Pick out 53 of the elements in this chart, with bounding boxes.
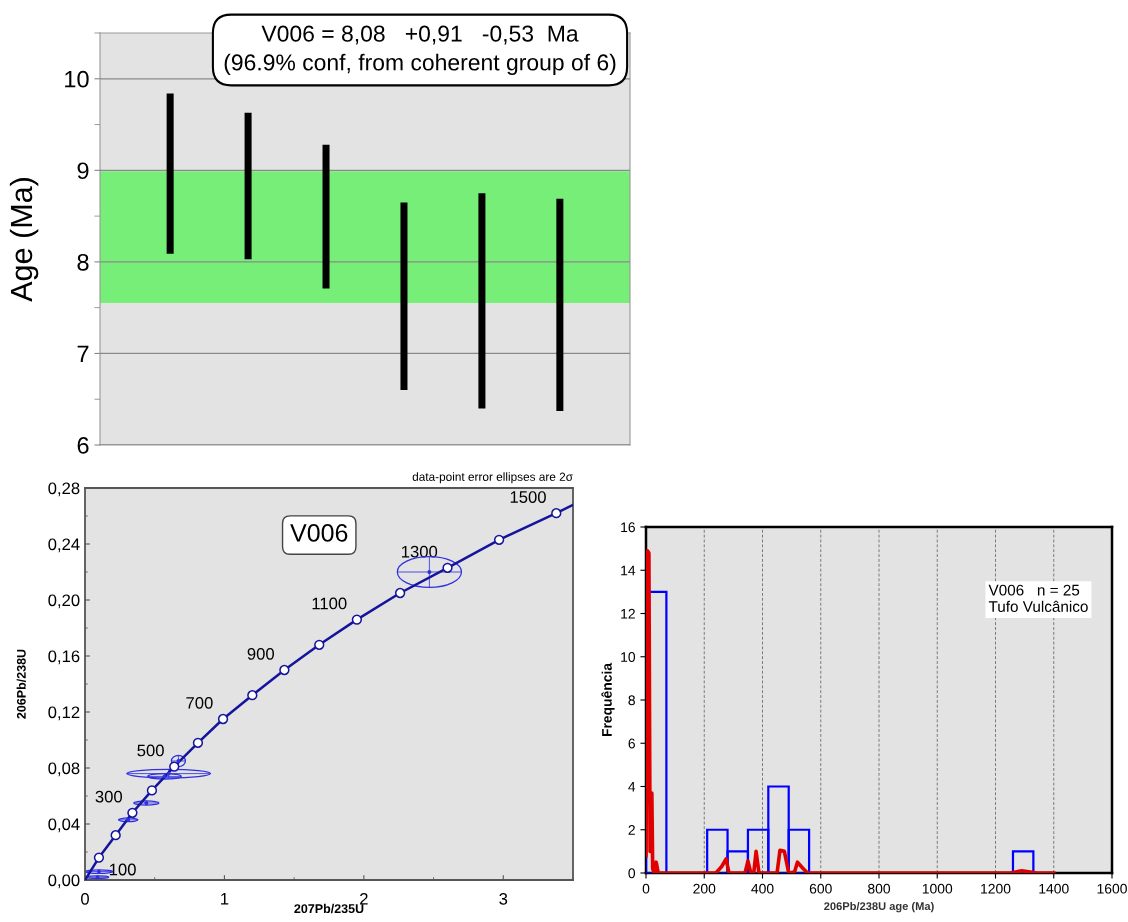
- x-tick-label: 800: [868, 883, 891, 894]
- y-axis-title: 206Pb/238U: [16, 649, 26, 719]
- x-tick-label: 0: [642, 883, 650, 894]
- y-tick-label: 9: [77, 162, 89, 180]
- y-tick-label: 10: [65, 70, 89, 88]
- y-tick-label: 0,04: [48, 818, 80, 833]
- y-tick-label: 0,08: [48, 762, 80, 777]
- annotation: 1100: [312, 597, 347, 610]
- annotation: V006: [290, 524, 348, 542]
- x-axis-title: 206Pb/238U age (Ma): [824, 901, 934, 913]
- y-tick-label: 8: [628, 695, 635, 706]
- annotation: 1500: [510, 491, 546, 503]
- y-tick-label: 2: [628, 825, 635, 835]
- x-tick-label: 2: [360, 892, 368, 905]
- x-axis-title: 207Pb/235U: [294, 903, 364, 914]
- y-tick-label: 0: [628, 868, 636, 879]
- annotation: V006 n = 25: [988, 584, 1080, 596]
- annotation: 300: [95, 790, 123, 803]
- x-tick-label: 1000: [922, 883, 953, 894]
- y-axis-title: Frequência: [601, 662, 615, 737]
- x-tick-label: 3: [499, 892, 508, 905]
- y-tick-label: 8: [77, 253, 89, 271]
- y-tick-label: 7: [77, 345, 89, 362]
- text: data-point error ellipses are 2σ: [412, 472, 573, 484]
- y-axis-title: Age (Ma): [9, 178, 39, 302]
- y-tick-label: 0,12: [48, 706, 80, 721]
- annotation: (96.9% conf, from coherent group of 6): [224, 53, 616, 76]
- x-tick-label: 1200: [981, 883, 1011, 894]
- annotation: 900: [247, 647, 275, 660]
- annotation: 500: [137, 744, 164, 757]
- annotation: 700: [186, 696, 213, 709]
- x-tick-label: 200: [693, 883, 716, 894]
- y-tick-label: 14: [621, 565, 636, 576]
- annotation: V006 = 8,08 +0,91 -0,53 Ma: [261, 25, 579, 45]
- x-tick-label: 400: [751, 883, 774, 894]
- y-tick-label: 12: [621, 608, 635, 619]
- x-tick-label: 1400: [1039, 883, 1069, 894]
- x-tick-label: 1: [221, 893, 229, 905]
- y-tick-label: 4: [628, 781, 636, 792]
- y-tick-label: 0,00: [48, 874, 80, 889]
- y-tick-label: 6: [628, 738, 635, 749]
- y-tick-label: 6: [77, 437, 89, 454]
- y-tick-label: 10: [621, 652, 636, 662]
- y-tick-label: 0,24: [48, 538, 80, 553]
- x-tick-label: 1600: [1097, 883, 1127, 894]
- x-tick-label: 600: [809, 883, 832, 894]
- annotation: 100: [109, 863, 136, 876]
- annotation: 1300: [401, 545, 438, 558]
- y-tick-label: 0,28: [48, 482, 80, 497]
- y-tick-label: 16: [621, 522, 635, 533]
- annotation: Tufo Vulcânico: [988, 600, 1088, 612]
- y-tick-label: 0,20: [48, 594, 80, 609]
- y-tick-label: 0,16: [48, 650, 80, 665]
